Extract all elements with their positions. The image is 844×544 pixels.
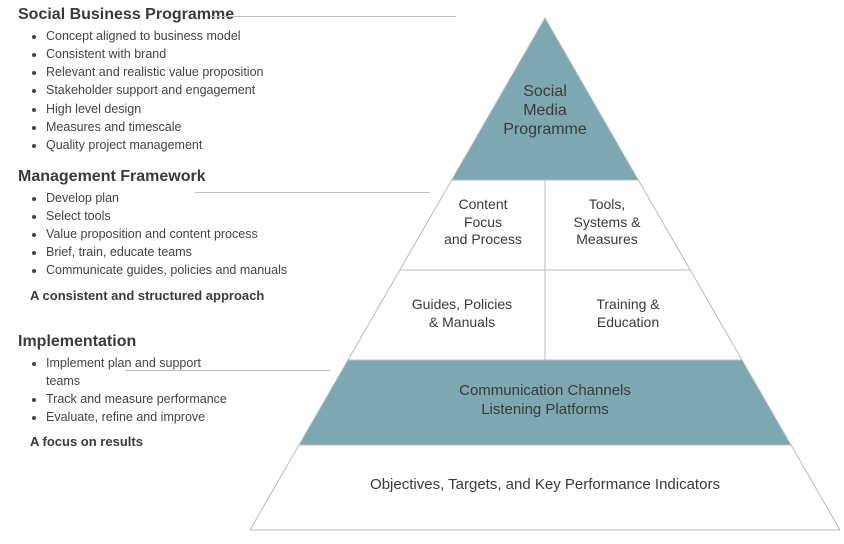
label-tier4: Communication Channels Listening Platfor…: [370, 382, 720, 420]
label-apex: Social Media Programme: [482, 82, 608, 140]
label-line: Communication Channels: [459, 382, 631, 399]
label-line: Tools,: [589, 196, 626, 212]
label-line: Objectives, Targets, and Key Performance…: [370, 476, 720, 493]
label-line: and Process: [444, 231, 522, 247]
label-line: Systems &: [574, 214, 641, 230]
label-line: Content: [458, 196, 507, 212]
label-tier3-left: Guides, Policies & Manuals: [392, 296, 532, 331]
label-line: Guides, Policies: [412, 296, 512, 312]
label-line: Training &: [596, 296, 659, 312]
label-line: Education: [597, 314, 659, 330]
label-line: Focus: [464, 214, 502, 230]
list-item: Implement plan and support teams: [46, 354, 226, 390]
label-tier2-right: Tools, Systems & Measures: [552, 196, 662, 249]
pyramid-diagram: Social Media Programme Content Focus and…: [250, 10, 840, 540]
label-tier3-right: Training & Education: [558, 296, 698, 331]
label-line: & Manuals: [429, 314, 495, 330]
label-line: Social: [523, 83, 567, 100]
label-tier2-left: Content Focus and Process: [428, 196, 538, 249]
label-line: Measures: [576, 231, 637, 247]
label-tier5: Objectives, Targets, and Key Performance…: [310, 476, 780, 495]
label-line: Listening Platforms: [481, 401, 609, 418]
label-line: Media: [523, 102, 567, 119]
label-line: Programme: [503, 121, 587, 138]
